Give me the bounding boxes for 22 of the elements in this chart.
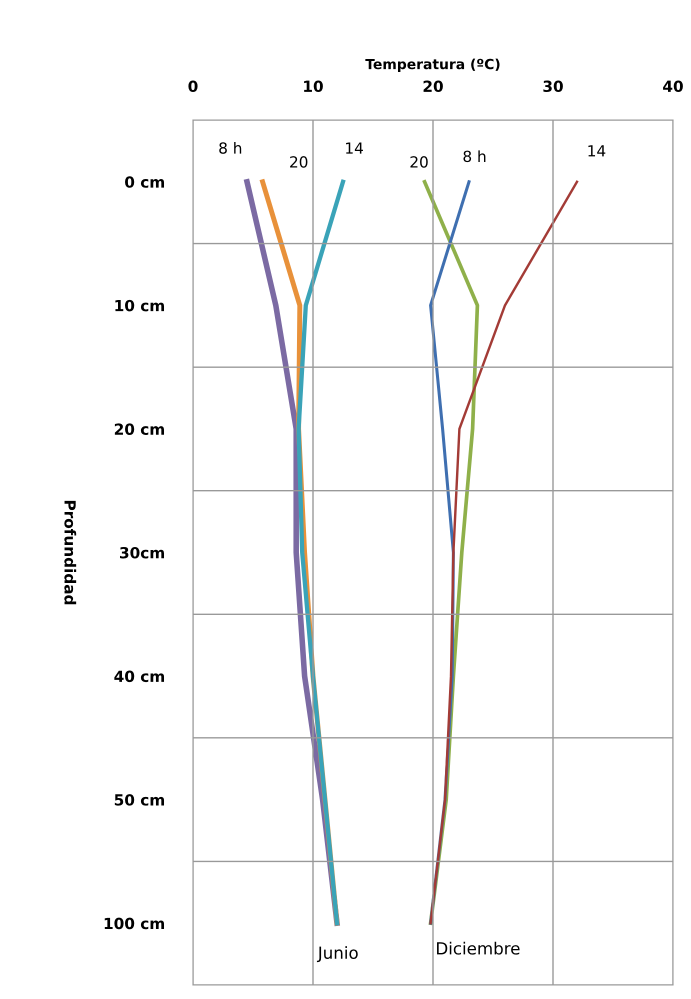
y-tick-label: 50 cm (114, 794, 164, 806)
annotation: Diciembre (437, 942, 520, 955)
x-axis-title: Temperatura (ºC) (365, 58, 500, 72)
y-axis-title: Profundidad (64, 500, 76, 604)
annotation: Junio (316, 946, 358, 962)
series-label: 20 (410, 156, 428, 168)
series-label: 14 (346, 142, 363, 154)
series-label: 14 (588, 145, 606, 156)
y-tick-label: 100 cm (104, 918, 164, 930)
y-tick-label: 30cm (120, 546, 164, 559)
y-tick-label: 40 cm (114, 670, 164, 682)
series-label: 8 h (463, 150, 486, 162)
text: 20 (290, 156, 308, 168)
series-label: 8 h (219, 142, 242, 154)
y-tick-label: 20 cm (114, 423, 164, 435)
x-tick-label: 20 (424, 80, 443, 92)
x-tick-label: 0 (188, 80, 198, 92)
x-tick-label: 10 (304, 80, 323, 92)
y-tick-label: 10 cm (115, 300, 164, 312)
x-tick-label: 40 (663, 80, 683, 92)
y-tick-label: 0 cm (125, 176, 164, 188)
x-tick-label: 30 (543, 80, 563, 92)
